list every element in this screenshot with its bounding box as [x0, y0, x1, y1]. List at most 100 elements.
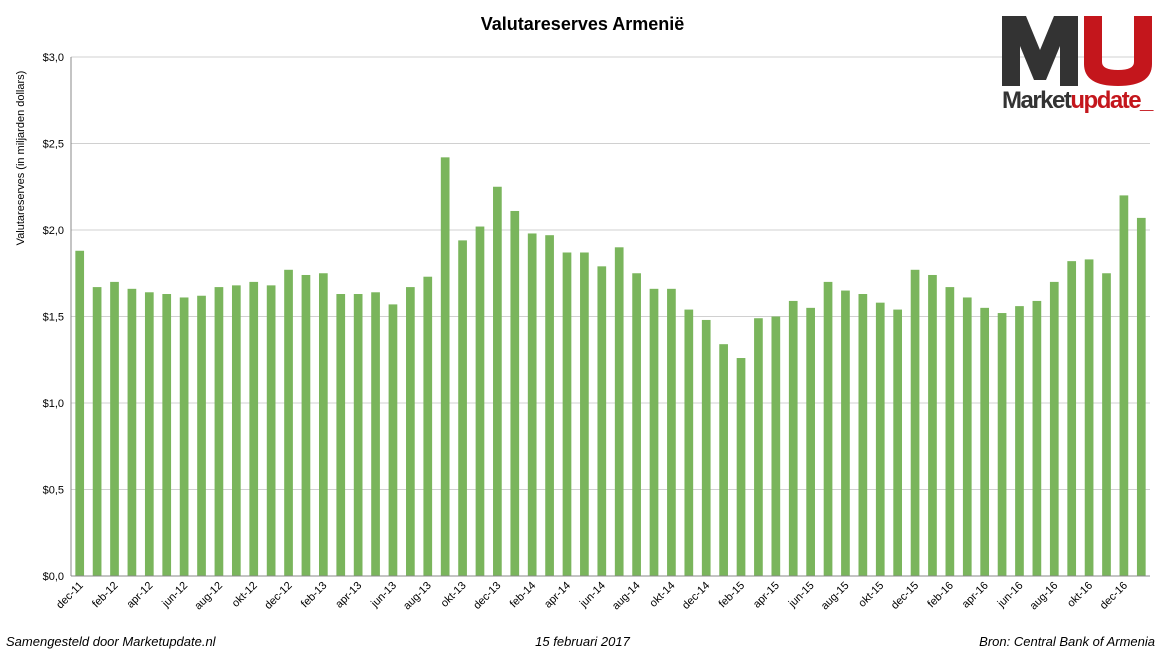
bar-jun-14 — [597, 266, 607, 576]
y-axis-ticks: $0,0 $0,5 $1,0 $1,5 $2,0 $2,5 $3,0 — [43, 52, 64, 583]
bar-jan-17 — [1136, 217, 1146, 576]
logo-u-shape — [1084, 16, 1152, 86]
x-tick-label: dec-13 — [471, 580, 503, 612]
axes — [70, 57, 1150, 577]
bar-jan-13 — [301, 274, 311, 576]
bar-mrt-12 — [127, 288, 137, 576]
bar-okt-14 — [667, 288, 676, 576]
footer-source: Bron: Central Bank of Armenia — [979, 634, 1155, 649]
bar-aug-13 — [423, 276, 433, 576]
y-tick-label: $2,5 — [43, 139, 64, 151]
bar-apr-16 — [980, 307, 990, 576]
bar-mei-12 — [162, 294, 172, 576]
x-tick-label: jun-16 — [995, 580, 1026, 611]
bar-jul-12 — [197, 295, 206, 576]
x-tick-label: apr-12 — [124, 580, 155, 611]
bar-apr-14 — [562, 252, 572, 577]
bar-feb-12 — [110, 281, 119, 576]
y-tick-label: $2,0 — [43, 225, 64, 237]
bar-apr-12 — [144, 292, 154, 576]
x-tick-label: jun-12 — [159, 580, 190, 611]
logo-word-market: Market — [1002, 87, 1072, 114]
bar-feb-14 — [527, 233, 537, 576]
bar-jan-16 — [928, 274, 937, 576]
bar-nov-16 — [1102, 273, 1111, 576]
x-tick-label: okt-15 — [856, 580, 886, 610]
x-tick-label: feb-12 — [90, 580, 121, 611]
bar-jun-15 — [806, 307, 815, 576]
bar-jun-12 — [179, 297, 189, 576]
bar-feb-15 — [736, 358, 746, 576]
x-tick-label: dec-11 — [54, 580, 86, 612]
x-tick-label: dec-14 — [680, 580, 712, 612]
bar-mei-13 — [371, 292, 380, 576]
x-tick-label: okt-16 — [1065, 580, 1095, 610]
bar-jan-15 — [719, 344, 728, 576]
x-tick-label: jun-14 — [577, 580, 608, 611]
x-tick-label: okt-12 — [230, 580, 260, 610]
bar-mrt-15 — [754, 318, 763, 576]
bar-sep-15 — [858, 294, 868, 576]
x-tick-label: jun-13 — [368, 580, 399, 611]
bar-mrt-14 — [545, 235, 554, 576]
y-axis-title: Valutareserves (in miljarden dollars) — [15, 71, 27, 246]
bar-nov-13 — [475, 226, 485, 577]
bar-chart: Valutareserves (in miljarden dollars) $0… — [15, 52, 1150, 613]
bar-jul-13 — [406, 287, 415, 576]
bar-nov-14 — [684, 309, 694, 576]
bar-sep-16 — [1067, 261, 1077, 576]
bar-jan-12 — [92, 287, 102, 576]
x-tick-label: aug-16 — [1028, 580, 1061, 613]
x-tick-label: aug-13 — [401, 580, 434, 613]
logo-word-update: update_ — [1070, 87, 1153, 114]
bar-mei-14 — [580, 252, 589, 577]
x-tick-label: jun-15 — [786, 580, 817, 611]
bar-mei-15 — [788, 300, 798, 576]
bar-okt-13 — [458, 240, 467, 576]
bar-dec-15 — [910, 269, 920, 576]
x-tick-label: aug-15 — [819, 580, 852, 613]
bar-sep-14 — [649, 288, 659, 576]
bar-apr-13 — [353, 294, 363, 576]
bar-sep-13 — [440, 157, 450, 576]
bar-jul-14 — [614, 247, 624, 577]
x-tick-label: apr-15 — [751, 580, 782, 611]
bar-dec-11 — [75, 250, 85, 576]
bar-okt-15 — [875, 302, 885, 576]
y-tick-label: $1,5 — [43, 312, 64, 324]
x-tick-label: apr-14 — [542, 580, 573, 611]
bar-nov-12 — [266, 285, 276, 576]
bar-sep-12 — [231, 285, 241, 576]
bars — [75, 157, 1146, 577]
x-tick-label: feb-14 — [508, 580, 539, 611]
logo-m-shape — [1002, 16, 1078, 86]
footer-compiled-by: Samengesteld door Marketupdate.nl — [6, 634, 216, 649]
marketupdate-logo: Marketupdate_ — [1002, 16, 1153, 120]
y-tick-label: $1,0 — [43, 398, 64, 410]
x-tick-label: apr-13 — [333, 580, 364, 611]
bar-feb-13 — [318, 273, 328, 576]
x-tick-label: okt-13 — [439, 580, 469, 610]
x-tick-label: dec-12 — [262, 580, 294, 612]
bar-aug-15 — [841, 290, 850, 576]
bar-aug-12 — [214, 287, 224, 576]
bar-aug-14 — [632, 273, 641, 576]
x-tick-label: feb-13 — [299, 580, 330, 611]
bar-mrt-13 — [336, 294, 346, 576]
bar-dec-12 — [284, 269, 293, 576]
x-tick-label: dec-16 — [1098, 580, 1130, 612]
bar-okt-16 — [1084, 259, 1094, 576]
y-tick-label: $0,0 — [43, 571, 64, 583]
bar-feb-16 — [945, 287, 955, 576]
footer-date: 15 februari 2017 — [535, 634, 630, 649]
x-tick-label: apr-16 — [960, 580, 991, 611]
bar-mei-16 — [997, 313, 1007, 576]
bar-dec-16 — [1119, 195, 1129, 576]
bar-jan-14 — [510, 210, 520, 576]
logo-wordmark: Marketupdate_ — [1002, 86, 1153, 116]
bar-jul-16 — [1032, 300, 1042, 576]
chart-title: Valutareserves Armenië — [480, 14, 685, 34]
x-axis-ticks: dec-11 feb-12 apr-12 jun-12 aug-12 okt-12 dec-… — [54, 580, 1130, 613]
bar-dec-13 — [493, 186, 502, 576]
x-tick-label: aug-14 — [610, 580, 643, 613]
